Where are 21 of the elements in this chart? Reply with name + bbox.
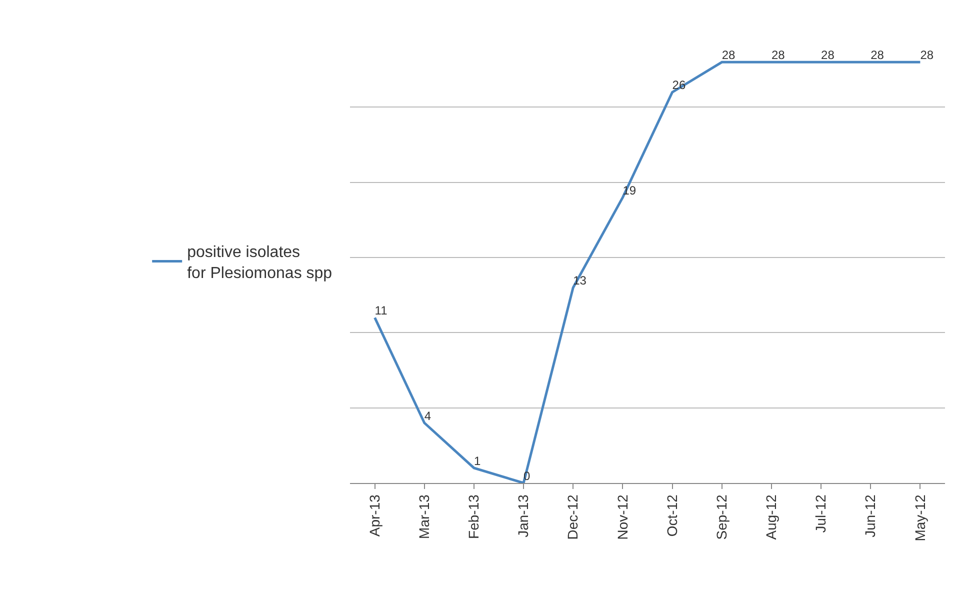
data-label: 28 — [771, 48, 786, 62]
data-label: 1 — [474, 454, 481, 468]
data-label: 28 — [920, 48, 934, 62]
x-tick-label: Jun-12 — [862, 494, 878, 538]
x-tick-label: Mar-13 — [416, 494, 432, 539]
data-label: 4 — [424, 408, 432, 423]
x-tick-label: Apr-13 — [366, 494, 382, 537]
data-label: 28 — [821, 48, 835, 62]
x-tick-label: Jul-12 — [812, 494, 829, 533]
data-label: 11 — [374, 304, 388, 318]
x-tick-label: Feb-13 — [466, 494, 482, 539]
legend-label: positive isolates for Plesiomonas spp — [187, 244, 332, 282]
x-tick-label: Oct-12 — [664, 494, 680, 537]
x-tick-label: Sep-12 — [713, 494, 730, 540]
data-label: 28 — [722, 48, 736, 62]
x-tick-label: Dec-12 — [564, 494, 581, 540]
x-tick-label: Jan-13 — [515, 494, 532, 538]
data-label: 28 — [870, 48, 884, 62]
x-tick-label: Nov-12 — [614, 494, 630, 540]
x-tick-label: May-12 — [912, 494, 928, 542]
x-tick-label: Aug-12 — [763, 494, 780, 540]
